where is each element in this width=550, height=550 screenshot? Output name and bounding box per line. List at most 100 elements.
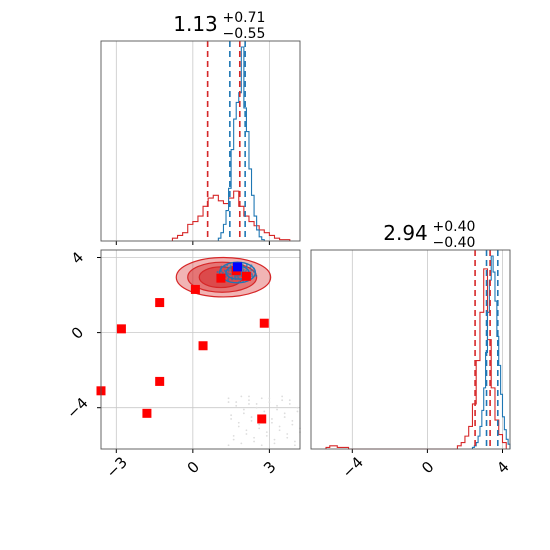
blue-sample xyxy=(252,270,255,273)
blue-sample xyxy=(226,272,230,275)
title-upper-error: +0.40 xyxy=(433,219,476,235)
blue-contour xyxy=(218,261,257,284)
joint-scatter-panel: −3 0 3 −4 0 4 xyxy=(63,248,301,482)
blue-sample xyxy=(221,271,224,275)
background-sample xyxy=(291,419,294,422)
blue-sample xyxy=(250,268,253,272)
background-sample xyxy=(293,440,296,443)
background-sample xyxy=(227,397,230,400)
panel-title: 1.13 xyxy=(173,12,218,36)
background-sample xyxy=(232,434,235,437)
red-square-marker xyxy=(259,318,269,328)
background-sample xyxy=(245,429,248,432)
red-square-marker xyxy=(190,284,200,294)
background-sample xyxy=(240,395,243,398)
histogram-blue xyxy=(471,255,511,449)
histogram-blue xyxy=(217,46,265,241)
x-tick-label: −4 xyxy=(339,453,367,481)
blue-sample xyxy=(233,276,237,279)
x-tick-label: −3 xyxy=(103,453,131,481)
blue-sample xyxy=(216,270,219,274)
histogram-red xyxy=(171,190,291,241)
background-sample xyxy=(281,395,284,398)
background-sample xyxy=(258,423,261,426)
blue-sample xyxy=(227,278,230,281)
background-sample xyxy=(278,429,281,432)
x-tick-label: 4 xyxy=(493,458,512,477)
background-sample xyxy=(237,421,240,424)
red-square-marker xyxy=(155,376,165,386)
background-sample xyxy=(283,412,286,415)
background-sample xyxy=(278,425,281,428)
background-sample xyxy=(230,418,233,420)
blue-square-marker xyxy=(232,262,242,272)
x-tick-label: 3 xyxy=(260,458,279,477)
blue-sample xyxy=(249,266,252,269)
x-tick-label: 0 xyxy=(184,458,203,477)
y-tick-label: 0 xyxy=(68,323,87,342)
background-sample xyxy=(268,397,271,400)
red-square-marker xyxy=(241,271,251,281)
background-sample xyxy=(258,427,261,430)
title-lower-error: −0.40 xyxy=(433,235,476,251)
background-sample xyxy=(227,444,230,447)
background-sample xyxy=(283,416,286,418)
background-sample xyxy=(273,438,276,441)
red-square-marker xyxy=(198,341,208,351)
background-sample xyxy=(230,414,233,417)
panel-frame xyxy=(310,249,511,450)
background-sample xyxy=(271,421,273,424)
blue-sample xyxy=(251,275,254,278)
background-sample xyxy=(248,403,250,405)
background-sample xyxy=(276,404,278,407)
panel-frame xyxy=(100,40,301,242)
background-sample xyxy=(250,416,253,418)
background-sample xyxy=(296,406,299,409)
blue-sample xyxy=(255,274,258,277)
background-sample xyxy=(253,436,255,439)
background-sample xyxy=(242,412,245,415)
blue-sample xyxy=(220,270,223,273)
background-sample xyxy=(286,433,289,435)
y-tick-label: −4 xyxy=(63,394,91,422)
background-sample xyxy=(240,442,243,445)
background-sample xyxy=(293,444,296,447)
background-sample xyxy=(265,434,268,437)
background-sample xyxy=(227,401,230,403)
blue-sample xyxy=(250,273,253,276)
background-sample xyxy=(273,442,276,445)
background-sample xyxy=(248,395,250,398)
background-sample xyxy=(288,399,291,402)
background-sample xyxy=(291,423,294,426)
background-sample xyxy=(253,440,255,443)
background-sample xyxy=(276,408,278,411)
red-square-marker xyxy=(142,408,152,418)
panel-title: 2.94 xyxy=(383,221,428,245)
background-sample xyxy=(255,406,258,409)
background-sample xyxy=(250,419,253,422)
marginal-histogram-param2: −4 0 4 2.94 +0.40−0.40 xyxy=(310,219,513,482)
background-sample xyxy=(235,404,238,407)
red-square-marker xyxy=(257,414,267,424)
panel-frame xyxy=(100,249,301,450)
histogram-red xyxy=(325,268,507,450)
background-sample xyxy=(242,408,245,411)
background-sample xyxy=(296,410,299,413)
background-sample xyxy=(288,403,291,405)
background-sample xyxy=(235,401,238,403)
background-sample xyxy=(260,444,263,447)
red-square-marker xyxy=(155,298,165,308)
background-sample xyxy=(265,431,268,434)
title-upper-error: +0.71 xyxy=(223,10,266,26)
background-sample xyxy=(255,403,258,405)
marginal-histogram-param1: 1.13 +0.71−0.55 xyxy=(100,10,301,245)
background-sample xyxy=(268,401,271,403)
background-sample xyxy=(237,425,240,428)
background-sample xyxy=(248,399,250,402)
title-lower-error: −0.55 xyxy=(223,26,266,42)
background-sample xyxy=(281,399,284,402)
background-sample xyxy=(271,418,273,420)
blue-sample xyxy=(229,272,232,276)
background-sample xyxy=(245,433,248,435)
